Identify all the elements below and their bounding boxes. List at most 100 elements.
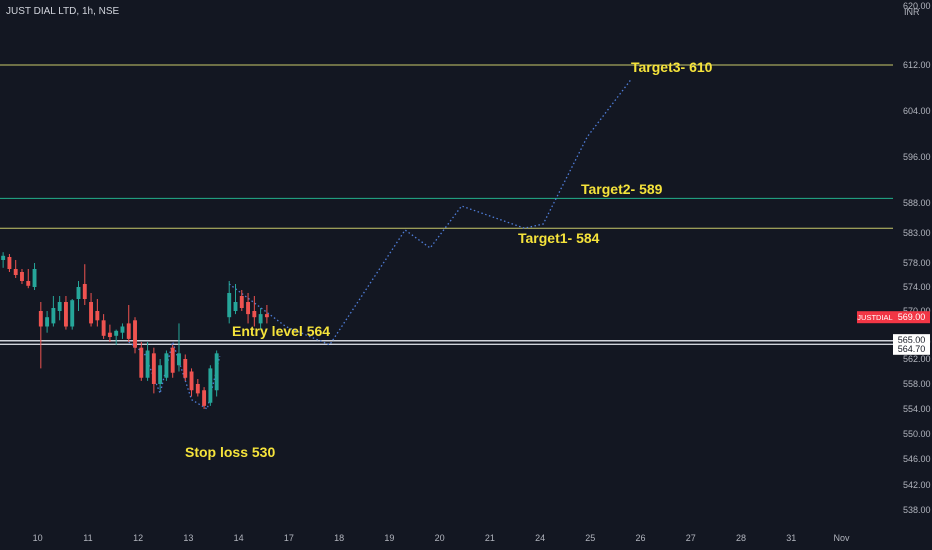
candle-down[interactable] (20, 269, 24, 284)
current-price-badge[interactable]: JUSTDIAL 569.00 (857, 311, 930, 324)
candle-body (13, 269, 18, 275)
candle-up[interactable] (208, 365, 213, 406)
time-tick-label: 17 (284, 533, 294, 543)
chart-annotation[interactable]: Stop loss 530 (185, 444, 276, 460)
price-tick-label: 604.00 (903, 106, 931, 116)
candle-down[interactable] (133, 317, 137, 354)
candle-body (170, 347, 175, 373)
price-badge-value: 569.00 (898, 312, 926, 322)
time-tick-label: 14 (234, 533, 244, 543)
candle-down[interactable] (264, 305, 269, 324)
candle-up[interactable] (76, 281, 81, 311)
candle-up[interactable] (45, 311, 50, 333)
candle-body (139, 347, 144, 378)
candle-down[interactable] (252, 296, 257, 327)
time-tick-label: 28 (736, 533, 746, 543)
price-tick-label: 550.00 (903, 429, 931, 439)
currency-label[interactable]: INR (904, 7, 920, 17)
candle-down[interactable] (101, 314, 106, 339)
candle-body (1, 255, 6, 260)
candle-body (45, 317, 50, 327)
candle-body (239, 296, 244, 308)
candle-up[interactable] (214, 350, 219, 397)
candle-body (214, 353, 219, 391)
candle-up[interactable] (114, 329, 119, 345)
candle-down[interactable] (195, 379, 200, 397)
candle-down[interactable] (183, 354, 188, 381)
time-axis: 10 11 12 13 14 17 18 19 20 21 24 25 26 27 28 31 Nov (33, 533, 850, 543)
candle-body (32, 269, 37, 287)
candle-up[interactable] (32, 263, 37, 290)
projection-path[interactable] (228, 79, 632, 346)
candle-body (51, 308, 56, 324)
chart-annotation[interactable]: Entry level 564 (232, 323, 331, 339)
chart-annotation[interactable]: Target3- 610 (631, 59, 713, 75)
price-axis: 620.00 612.00 604.00 596.00 588.00 583.00 578.… (903, 1, 931, 515)
time-tick-label: 26 (636, 533, 646, 543)
candle-body (26, 281, 31, 286)
time-tick-label: 19 (384, 533, 394, 543)
candle-down[interactable] (13, 260, 18, 278)
candles (1, 252, 269, 409)
candle-body (7, 257, 12, 269)
candle-down[interactable] (170, 344, 175, 378)
candle-body (233, 302, 238, 311)
candle-down[interactable] (7, 254, 12, 272)
time-tick-label: 18 (334, 533, 344, 543)
candle-down[interactable] (139, 342, 144, 381)
candle-down[interactable] (38, 302, 43, 369)
chart-annotation[interactable]: Target1- 584 (518, 230, 600, 246)
time-tick-label: Nov (833, 533, 850, 543)
candle-up[interactable] (158, 359, 163, 391)
candle-down[interactable] (107, 324, 112, 342)
time-tick-label: 12 (133, 533, 143, 543)
candle-down[interactable] (63, 296, 68, 330)
candle-up[interactable] (227, 281, 232, 324)
symbol-badge (857, 311, 893, 324)
candle-up[interactable] (57, 296, 62, 321)
time-tick-label: 13 (183, 533, 193, 543)
candle-up[interactable] (145, 342, 150, 381)
candle-down[interactable] (89, 293, 94, 327)
candle-body (195, 384, 200, 394)
price-tick-label: 612.00 (903, 60, 931, 70)
projection-paths (128, 79, 632, 411)
candle-down[interactable] (95, 299, 100, 327)
horizontal-levels (0, 64, 893, 345)
candle-body (63, 302, 68, 327)
candle-down[interactable] (189, 368, 194, 397)
candle-up[interactable] (51, 296, 56, 327)
candle-down[interactable] (82, 264, 87, 305)
candle-up[interactable] (164, 350, 169, 381)
candle-up[interactable] (258, 308, 263, 330)
candle-body (120, 326, 125, 333)
candle-down[interactable] (126, 305, 131, 342)
price-tick-label: 588.00 (903, 198, 931, 208)
candle-up[interactable] (120, 323, 125, 339)
time-tick-label: 11 (83, 533, 92, 543)
candle-body (82, 284, 87, 299)
time-tick-label: 10 (33, 533, 43, 543)
candle-up[interactable] (233, 284, 238, 315)
candle-down[interactable] (239, 290, 244, 311)
time-tick-label: 24 (535, 533, 545, 543)
chart-annotation[interactable]: Target2- 589 (581, 181, 663, 197)
candle-body (38, 311, 43, 327)
candle-body (57, 302, 62, 311)
entry-price-badge[interactable]: 564.70 (893, 342, 930, 355)
candle-down[interactable] (246, 293, 251, 324)
candle-down[interactable] (26, 269, 31, 289)
candle-body (227, 293, 232, 318)
candle-down[interactable] (151, 347, 156, 394)
candle-up[interactable] (70, 299, 75, 330)
candle-up[interactable] (1, 252, 6, 268)
candle-body (107, 332, 112, 338)
candle-up[interactable] (177, 323, 181, 372)
candle-body (76, 287, 81, 299)
candle-body (189, 371, 194, 391)
price-tick-label: 578.00 (903, 258, 931, 268)
price-tick-label: 562.00 (903, 354, 931, 364)
candle-down[interactable] (202, 387, 207, 409)
price-badge (893, 311, 930, 324)
